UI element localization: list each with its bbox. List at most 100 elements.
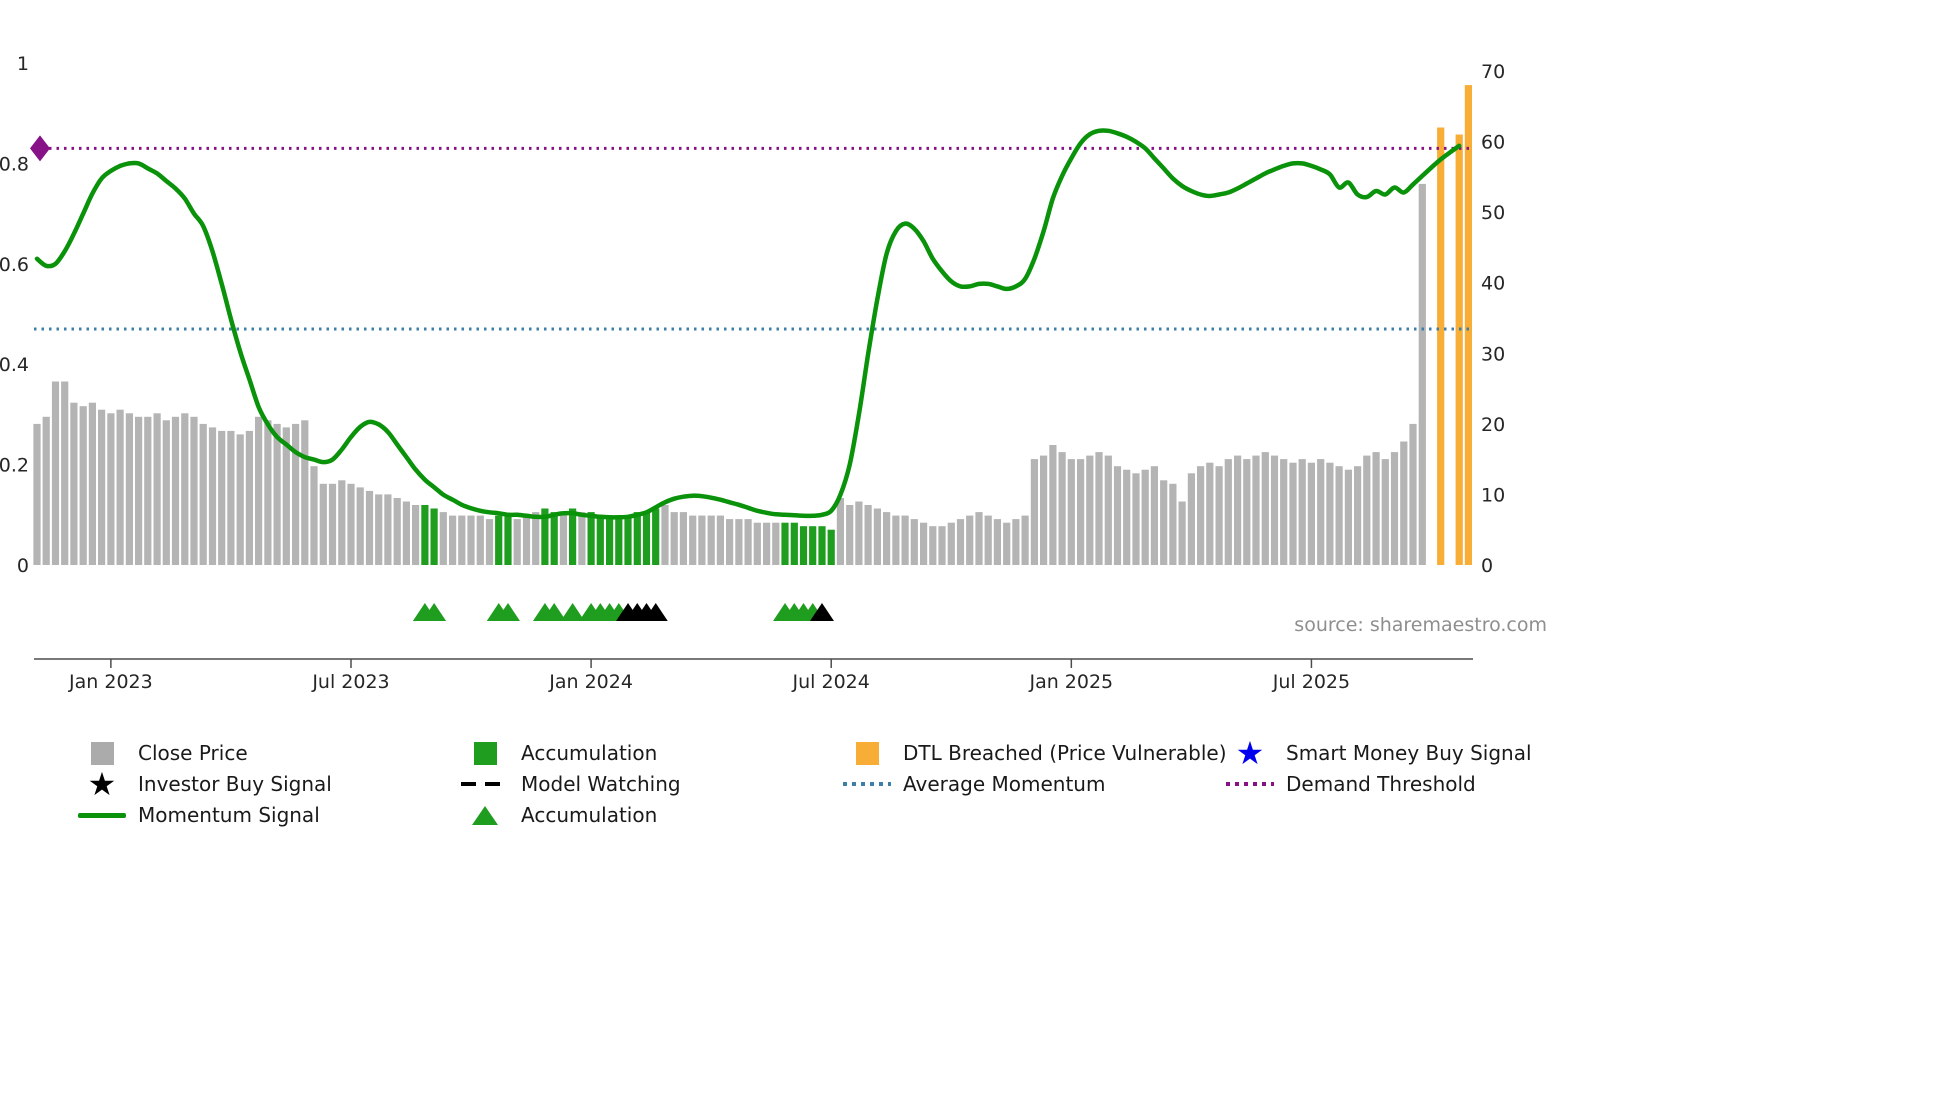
legend-label: Demand Threshold xyxy=(1286,772,1476,796)
model-watching-legend-marker xyxy=(461,782,509,786)
close-price-bar xyxy=(338,480,346,565)
close-price-bar xyxy=(1243,459,1251,565)
close-price-bar xyxy=(467,515,475,565)
close-price-bar xyxy=(1234,455,1242,565)
close-price-legend-marker xyxy=(78,741,126,765)
accumulation-bar xyxy=(799,526,808,565)
close-price-bar xyxy=(282,427,290,565)
demand-threshold-legend-marker xyxy=(1226,782,1274,786)
legend-label: Accumulation xyxy=(521,803,658,827)
close-price-bar xyxy=(966,515,974,565)
close-price-bar xyxy=(1215,466,1223,565)
dtl-breached-bar xyxy=(1464,85,1472,565)
close-price-bar xyxy=(1354,466,1362,565)
close-price-bar xyxy=(458,515,466,565)
close-price-bar xyxy=(301,420,309,565)
accumulation-bar xyxy=(495,515,503,565)
left-tick-label: 1 xyxy=(17,53,29,75)
price-bars xyxy=(33,85,1472,565)
close-price-bar xyxy=(485,519,494,565)
close-price-bar xyxy=(412,505,420,565)
accumulation-marker-legend-marker xyxy=(461,805,509,825)
close-price-bar xyxy=(901,515,909,565)
close-price-bar xyxy=(181,413,189,565)
close-price-bar xyxy=(116,409,124,565)
close-price-bar xyxy=(532,512,540,565)
close-price-bar xyxy=(836,498,844,565)
close-price-bar xyxy=(1003,522,1011,565)
accumulation-bar xyxy=(421,505,429,565)
average-momentum-legend-marker xyxy=(843,782,891,786)
accumulation-bar xyxy=(790,522,798,565)
close-price-bar xyxy=(144,416,152,565)
accumulation-bar xyxy=(809,526,817,565)
close-price-bar xyxy=(1390,452,1399,565)
accumulation-bar xyxy=(587,512,595,565)
momentum-signal-legend-marker xyxy=(78,812,126,818)
close-price-bar xyxy=(1224,459,1232,565)
close-price-bar xyxy=(883,512,891,565)
close-price-bar xyxy=(578,512,586,565)
close-price-bar xyxy=(956,519,965,565)
left-tick-label: 0.2 xyxy=(0,455,29,477)
close-price-bar xyxy=(98,409,106,565)
dtl-breached-bar xyxy=(1437,127,1445,565)
square-icon xyxy=(90,741,114,765)
right-tick-label: 0 xyxy=(1481,555,1493,577)
close-price-bar xyxy=(356,487,364,565)
close-price-bar xyxy=(1187,473,1195,565)
x-tick-label: Jan 2025 xyxy=(1028,671,1113,693)
close-price-bar xyxy=(559,512,567,565)
close-price-bar xyxy=(255,416,263,565)
close-price-bar xyxy=(227,430,235,565)
close-price-bar xyxy=(171,416,180,565)
legend-item-model-watching: Model Watching xyxy=(461,770,681,798)
legend-item-accumulation-marker: Accumulation xyxy=(461,801,657,829)
legend-item-average-momentum: Average Momentum xyxy=(843,770,1105,798)
accumulation-triangle-marker xyxy=(495,603,520,621)
close-price-bar xyxy=(347,483,355,565)
accumulation-bar xyxy=(624,515,632,565)
close-price-bar xyxy=(920,522,928,565)
close-price-bar xyxy=(984,515,992,565)
close-price-bar xyxy=(1409,423,1417,565)
right-tick-label: 70 xyxy=(1481,61,1505,83)
source-note: source: sharemaestro.com xyxy=(1294,614,1547,636)
x-tick-label: Jul 2023 xyxy=(311,671,389,693)
momentum-line xyxy=(34,128,1462,520)
accumulation-bar xyxy=(596,515,604,565)
close-price-bar xyxy=(328,483,337,565)
left-tick-label: 0.8 xyxy=(0,153,29,175)
accumulation-bar xyxy=(633,512,641,565)
legend-label: Investor Buy Signal xyxy=(138,772,332,796)
close-price-bar xyxy=(236,434,244,565)
close-price-bar xyxy=(402,501,410,565)
accumulation-bar xyxy=(550,512,558,565)
close-price-bar xyxy=(393,498,401,565)
close-price-bar xyxy=(1317,459,1325,565)
close-price-bar xyxy=(726,519,734,565)
right-tick-label: 40 xyxy=(1481,273,1505,295)
right-tick-label: 60 xyxy=(1481,132,1505,154)
square-icon xyxy=(855,741,879,765)
legend-label: DTL Breached (Price Vulnerable) xyxy=(903,741,1227,765)
triangle-icon xyxy=(472,805,498,825)
signal-markers xyxy=(412,603,834,621)
accumulation-triangle-marker xyxy=(422,603,447,621)
accumulation-bar-legend-marker xyxy=(461,741,509,765)
close-price-bar xyxy=(1141,469,1149,565)
demand-threshold-marker xyxy=(30,135,50,162)
investor-buy-marker xyxy=(809,603,834,621)
close-price-bar xyxy=(975,512,983,565)
smart-money-buy-signal-legend-marker: ★ xyxy=(1226,737,1274,769)
close-price-bar xyxy=(384,494,392,565)
close-price-bar xyxy=(61,381,69,565)
close-price-bar xyxy=(190,416,198,565)
x-tick-label: Jan 2024 xyxy=(548,671,633,693)
close-price-bar xyxy=(1289,462,1297,565)
close-price-bar xyxy=(661,505,669,565)
close-price-bar xyxy=(1040,455,1048,565)
legend-item-close-price: Close Price xyxy=(78,739,248,767)
legend-item-investor-buy-signal: ★ Investor Buy Signal xyxy=(78,768,332,800)
accumulation-triangle-marker xyxy=(560,603,585,621)
